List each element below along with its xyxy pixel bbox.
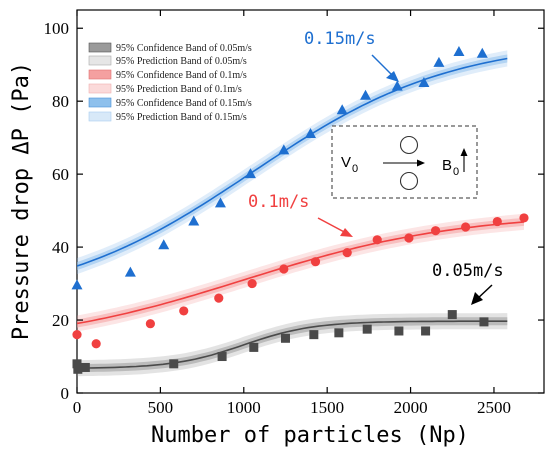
legend-swatch-conf-005 [88, 42, 112, 53]
fit-line [77, 221, 525, 325]
legend-swatch-pred-015 [88, 111, 112, 122]
y-tick-label: 80 [52, 92, 69, 111]
y-tick-label: 100 [44, 19, 70, 38]
data-point-triangle [360, 89, 372, 100]
data-point-triangle [305, 128, 316, 139]
legend-label-pred-01: 95% Prediction Band of 0.1m/s [116, 84, 242, 95]
data-point-triangle [158, 239, 170, 250]
field-arrowhead [460, 148, 468, 156]
legend-swatch-conf-01 [88, 69, 112, 80]
data-point-circle [404, 233, 414, 243]
legend-label-conf-01: 95% Confidence Band of 0.1m/s [116, 70, 247, 81]
data-point-square [80, 362, 90, 372]
y-tick-label: 40 [52, 238, 69, 257]
particle-upper [399, 135, 419, 155]
data-point-triangle [71, 279, 83, 290]
legend-swatch-pred-005 [88, 55, 112, 66]
data-point-square [334, 328, 344, 338]
confidence-band [77, 217, 524, 328]
x-tick-label: 0 [73, 398, 82, 417]
data-point-circle [279, 264, 289, 274]
marker-layer [71, 45, 529, 374]
velocity-label: V [341, 154, 351, 171]
data-point-triangle [214, 197, 226, 208]
x-tick-label: 1000 [227, 398, 261, 417]
data-point-circle [492, 216, 502, 227]
velocity-subscript: 0 [352, 163, 358, 175]
arrowhead-005 [471, 292, 483, 305]
particle-lower [399, 171, 419, 191]
legend-swatch-pred-01 [88, 83, 112, 94]
data-point-circle [72, 330, 82, 340]
y-tick-label: 20 [52, 311, 69, 330]
data-point-square [309, 330, 319, 340]
fit-line-layer [77, 57, 525, 369]
x-tick-label: 1500 [310, 398, 344, 417]
arrowhead-01 [340, 228, 353, 237]
data-point-square [479, 317, 489, 327]
data-point-triangle [453, 45, 465, 56]
arrowhead-015 [386, 71, 399, 82]
inset-schematic: V 0 B 0 [331, 125, 478, 199]
data-point-square [280, 333, 290, 343]
data-point-triangle [188, 215, 200, 226]
legend-label-pred-015: 95% Prediction Band of 0.15m/s [116, 112, 247, 123]
data-point-circle [91, 339, 101, 349]
prediction-band [77, 213, 524, 332]
data-point-triangle [124, 266, 136, 277]
x-axis-title: Number of particles (Np) [151, 423, 469, 448]
data-point-triangle [476, 47, 488, 58]
x-tick-label: 500 [148, 398, 174, 417]
axes-layer: 0 500 1000 1500 2000 2500 0 20 40 60 80 100 [44, 10, 544, 417]
legend-label-pred-005: 95% Prediction Band of 0.05m/s [116, 56, 247, 67]
field-label: B [442, 157, 452, 174]
fit-line [77, 320, 508, 369]
legend-swatch-conf-015 [88, 97, 112, 108]
data-point-circle [179, 306, 189, 316]
fit-line [77, 57, 508, 267]
legend-label-conf-005: 95% Confidence Band of 0.05m/s [116, 43, 252, 54]
plot-frame [76, 9, 545, 394]
data-point-square [73, 364, 83, 374]
data-point-square [421, 326, 431, 336]
data-point-circle [461, 222, 471, 232]
data-point-square [394, 326, 404, 336]
data-point-circle [430, 226, 441, 236]
data-point-square [217, 352, 227, 362]
data-point-circle [214, 293, 224, 303]
field-subscript: 0 [453, 166, 459, 178]
data-point-triangle [418, 76, 430, 87]
confidence-band [77, 317, 508, 373]
data-point-circle [247, 278, 257, 289]
data-point-square [169, 359, 179, 369]
legend: 95% Confidence Band of 0.05m/s 95% Predi… [88, 42, 252, 123]
data-point-circle [310, 257, 321, 267]
data-point-circle [372, 235, 382, 245]
data-point-triangle [433, 56, 445, 67]
data-point-square [447, 310, 457, 320]
data-point-circle [342, 247, 352, 258]
y-tick-label: 60 [52, 165, 69, 184]
data-point-square [362, 324, 372, 334]
data-point-square [249, 342, 259, 352]
data-point-circle [519, 213, 529, 223]
y-axis-title: Pressure drop ΔP (Pa) [9, 62, 34, 340]
annotation-005: 0.05m/s [432, 261, 504, 281]
data-point-triangle [278, 144, 290, 155]
data-point-square [72, 359, 82, 369]
data-point-circle [145, 319, 155, 329]
x-tick-label: 2000 [394, 398, 428, 417]
data-point-triangle [391, 80, 403, 91]
annotation-01: 0.1m/s [248, 192, 309, 212]
annotation-015: 0.15m/s [304, 29, 376, 49]
data-point-triangle [336, 104, 348, 115]
x-tick-label: 2500 [477, 398, 511, 417]
legend-label-conf-015: 95% Confidence Band of 0.15m/s [116, 98, 252, 109]
flow-arrowhead [417, 159, 425, 167]
y-tick-label: 0 [61, 384, 70, 403]
data-point-triangle [244, 168, 256, 179]
